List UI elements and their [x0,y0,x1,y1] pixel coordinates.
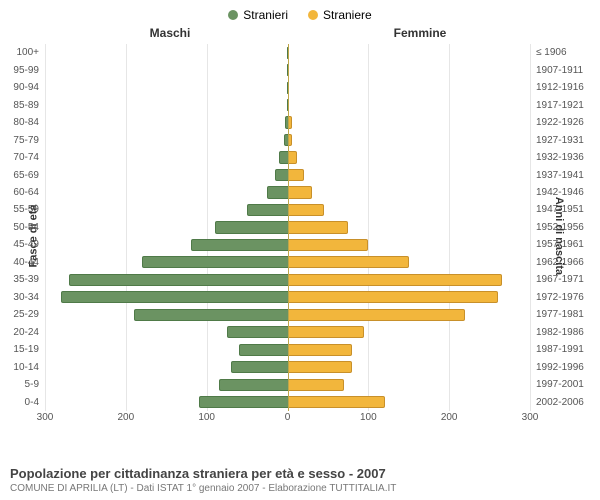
birth-year-label: 1997-2001 [536,379,584,390]
birth-year-label: 1947-1951 [536,204,584,215]
x-axis: 3002001000100200300 [45,412,530,428]
bar-male [227,326,288,338]
column-headers: Maschi Femmine [0,26,600,40]
birth-year-label: 1932-1936 [536,152,584,163]
birth-year-label: 1977-1981 [536,309,584,320]
age-label: 30-34 [13,292,39,303]
age-label: 15-19 [13,344,39,355]
bar-female [288,256,409,268]
bar-female [288,204,324,216]
birth-year-label: 1927-1931 [536,135,584,146]
center-line [288,44,289,411]
age-label: 70-74 [13,152,39,163]
bar-male [267,186,287,198]
age-label: 75-79 [13,135,39,146]
x-tick-label: 0 [285,412,291,423]
bar-female [288,274,502,286]
legend-swatch [308,10,318,20]
legend: Stranieri Straniere [0,0,600,26]
bar-male [239,344,288,356]
bar-female [288,169,304,181]
age-label: 80-84 [13,117,39,128]
birth-year-label: 1987-1991 [536,344,584,355]
birth-year-label: 2002-2006 [536,397,584,408]
bar-male [219,379,288,391]
bar-male [231,361,288,373]
age-label: 20-24 [13,327,39,338]
bar-male [279,151,287,163]
bar-male [247,204,287,216]
plot: 100+≤ 190695-991907-191190-941912-191685… [45,44,530,411]
birth-year-label: ≤ 1906 [536,47,567,58]
footer-title: Popolazione per cittadinanza straniera p… [10,466,590,481]
bar-female [288,239,369,251]
age-label: 90-94 [13,82,39,93]
x-tick-label: 300 [37,412,54,423]
bar-female [288,361,353,373]
birth-year-label: 1957-1961 [536,239,584,250]
age-label: 60-64 [13,187,39,198]
bar-female [288,309,466,321]
grid-line [530,44,531,411]
x-tick-label: 100 [198,412,215,423]
birth-year-label: 1967-1971 [536,274,584,285]
age-label: 95-99 [13,65,39,76]
age-label: 100+ [16,47,39,58]
birth-year-label: 1982-1986 [536,327,584,338]
x-tick-label: 200 [441,412,458,423]
bar-female [288,151,298,163]
bar-female [288,396,385,408]
legend-item: Stranieri [228,8,288,22]
bar-female [288,326,365,338]
age-label: 85-89 [13,100,39,111]
birth-year-label: 1972-1976 [536,292,584,303]
age-label: 40-44 [13,257,39,268]
age-label: 25-29 [13,309,39,320]
age-label: 35-39 [13,274,39,285]
legend-label: Straniere [323,8,372,22]
bar-male [142,256,288,268]
bar-female [288,344,353,356]
age-label: 10-14 [13,362,39,373]
legend-swatch [228,10,238,20]
birth-year-label: 1952-1956 [536,222,584,233]
legend-item: Straniere [308,8,372,22]
x-tick-label: 200 [117,412,134,423]
age-label: 55-59 [13,204,39,215]
age-label: 65-69 [13,170,39,181]
birth-year-label: 1992-1996 [536,362,584,373]
birth-year-label: 1907-1911 [536,65,583,76]
footer-subtitle: COMUNE DI APRILIA (LT) - Dati ISTAT 1° g… [10,483,590,494]
bar-male [69,274,287,286]
birth-year-label: 1917-1921 [536,100,584,111]
bar-male [134,309,288,321]
bar-female [288,186,312,198]
birth-year-label: 1912-1916 [536,82,584,93]
footer: Popolazione per cittadinanza straniera p… [10,466,590,494]
x-tick-label: 300 [522,412,539,423]
bar-male [61,291,287,303]
bar-male [191,239,288,251]
birth-year-label: 1962-1966 [536,257,584,268]
birth-year-label: 1942-1946 [536,187,584,198]
age-label: 5-9 [25,379,39,390]
x-tick-label: 100 [360,412,377,423]
chart-area: Maschi Femmine Fasce di età Anni di nasc… [0,26,600,446]
bar-male [215,221,288,233]
age-label: 45-49 [13,239,39,250]
bar-male [199,396,288,408]
bar-male [275,169,287,181]
column-header-right: Femmine [300,26,600,40]
age-label: 0-4 [25,397,39,408]
bar-female [288,379,345,391]
column-header-left: Maschi [0,26,300,40]
birth-year-label: 1922-1926 [536,117,584,128]
bar-female [288,291,498,303]
age-label: 50-54 [13,222,39,233]
bar-female [288,221,349,233]
legend-label: Stranieri [243,8,288,22]
birth-year-label: 1937-1941 [536,170,584,181]
